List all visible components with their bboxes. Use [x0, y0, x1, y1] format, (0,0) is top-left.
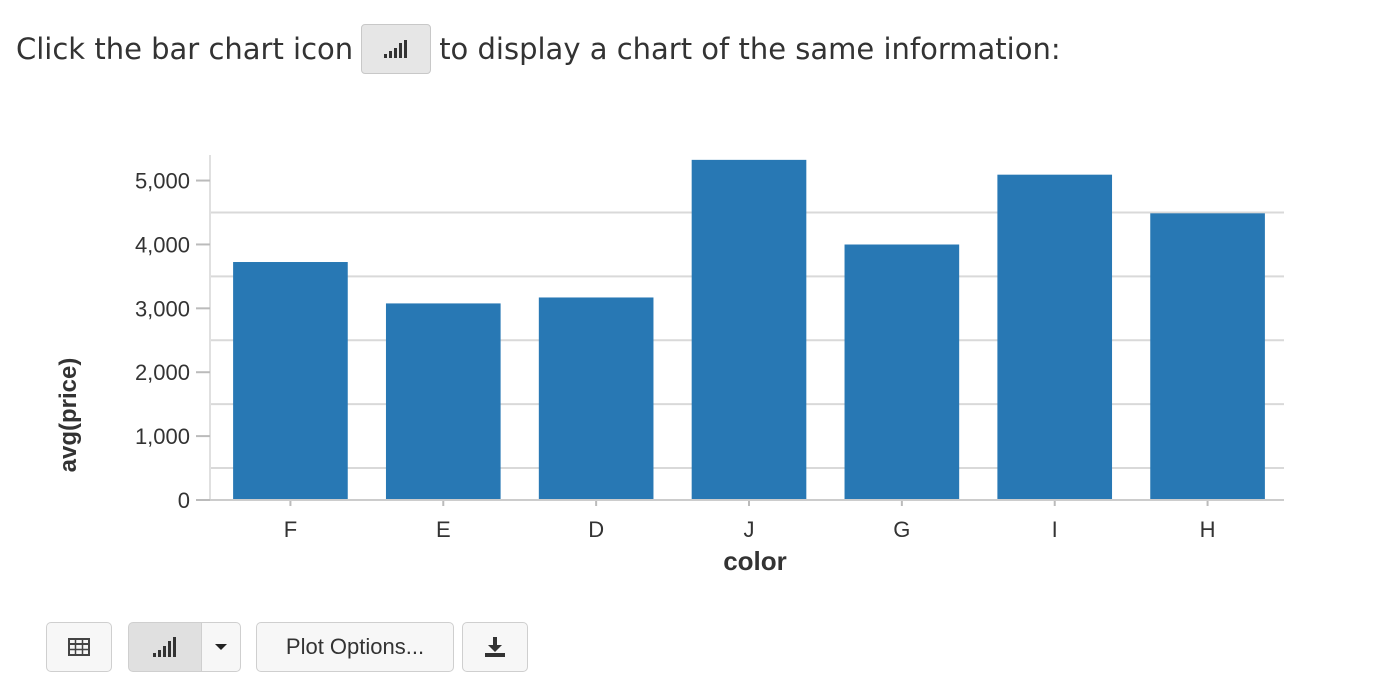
bar-chart-icon [153, 637, 176, 657]
x-axis-label: color [723, 546, 787, 576]
x-tick-label: I [1052, 517, 1058, 542]
bar-chart-view-button[interactable] [128, 622, 202, 672]
x-tick-label: D [588, 517, 604, 542]
instruction-text: Click the bar chart icon to display a ch… [16, 22, 1061, 76]
plot-options-button[interactable]: Plot Options... [256, 622, 454, 672]
bar-G [844, 244, 960, 500]
bar-F [233, 262, 348, 500]
instruction-text-before: Click the bar chart icon [16, 32, 354, 66]
bar-chart-icon [361, 24, 432, 74]
y-tick-label: 4,000 [135, 232, 190, 257]
y-axis: 0 1,000 2,000 3,000 4,000 5,000 [135, 155, 211, 513]
bar-E [385, 303, 501, 500]
bar-J [691, 159, 807, 500]
y-tick-label: 2,000 [135, 360, 190, 385]
bar-D [538, 297, 654, 500]
download-icon [485, 637, 505, 657]
table-view-button[interactable] [46, 622, 112, 672]
bar-I [997, 174, 1113, 500]
chart-type-dropdown[interactable] [201, 622, 241, 672]
bar-H [1150, 213, 1265, 500]
bar-chart: 0 1,000 2,000 3,000 4,000 5,000 F E D J G I H avg(p… [55, 155, 1284, 576]
x-tick-label: H [1200, 517, 1216, 542]
table-icon [68, 638, 90, 656]
x-tick-label: F [284, 517, 297, 542]
download-button[interactable] [462, 622, 528, 672]
chart-bars [233, 159, 1265, 500]
y-tick-label: 3,000 [135, 296, 190, 321]
caret-down-icon [215, 644, 227, 650]
y-axis-label: avg(price) [55, 358, 82, 473]
x-tick-label: J [744, 517, 755, 542]
instruction-text-after: to display a chart of the same informati… [439, 32, 1061, 66]
y-tick-label: 1,000 [135, 424, 190, 449]
y-tick-label: 0 [178, 488, 190, 513]
x-tick-label: E [436, 517, 451, 542]
y-tick-label: 5,000 [135, 169, 190, 194]
x-tick-label: G [893, 517, 910, 542]
